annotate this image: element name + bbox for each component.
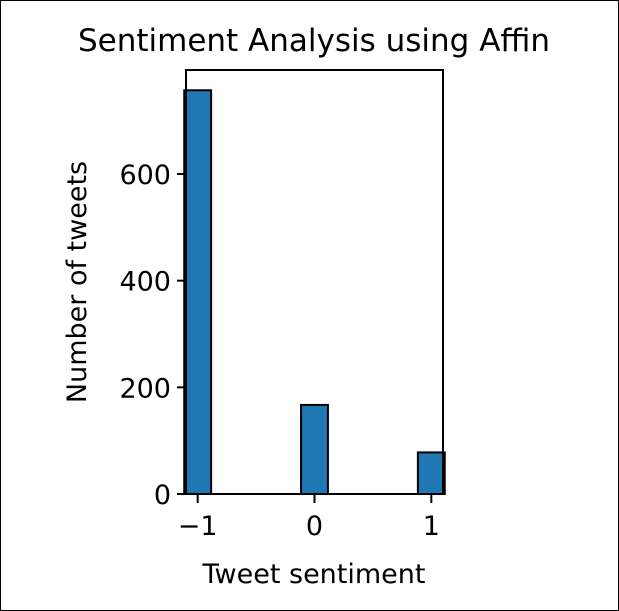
x-axis-ticks: −1 0 1 xyxy=(178,494,440,542)
chart-title: Sentiment Analysis using Affin xyxy=(78,23,550,59)
x-tick-label: −1 xyxy=(178,511,218,542)
y-axis-label: Number of tweets xyxy=(62,161,93,403)
y-tick-label: 200 xyxy=(119,373,171,404)
x-axis-label: Tweet sentiment xyxy=(202,559,426,590)
bar xyxy=(183,89,213,496)
y-tick-label: 600 xyxy=(119,160,171,191)
y-tick-label: 0 xyxy=(154,480,171,511)
x-tick-label: 0 xyxy=(306,511,323,542)
x-tick-label: 1 xyxy=(423,511,440,542)
bar xyxy=(416,451,446,495)
bar xyxy=(300,403,329,495)
y-axis-ticks: 0 200 400 600 xyxy=(119,160,186,511)
y-tick-label: 400 xyxy=(119,267,171,298)
bars xyxy=(183,89,446,496)
